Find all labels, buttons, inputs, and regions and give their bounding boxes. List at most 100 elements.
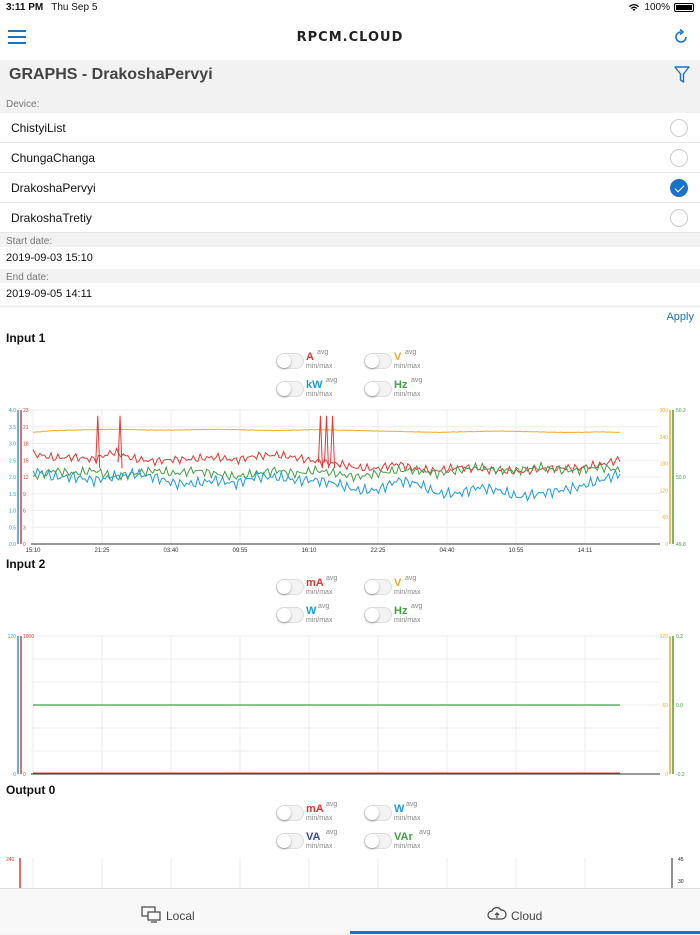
brand-logo: RPCM.CLOUD — [296, 30, 404, 45]
filter-icon[interactable] — [674, 66, 690, 84]
toggle-minmax: min/max — [306, 815, 333, 822]
tab-cloud[interactable]: Cloud — [350, 889, 700, 935]
monitor-icon — [141, 906, 161, 923]
toggle-switch[interactable] — [276, 381, 304, 397]
toggle-hz[interactable]: Hz avg min/max — [364, 603, 454, 629]
toggle-switch[interactable] — [364, 833, 392, 849]
a-tick-label: 12 — [23, 475, 29, 481]
kw-tick-label: 3.5 — [9, 425, 16, 431]
kw-tick-label: 3.0 — [9, 442, 16, 448]
x-tick-label: 14:11 — [578, 548, 593, 552]
device-radio[interactable] — [670, 119, 688, 137]
series-line-hz — [32, 460, 621, 483]
toggle-avg: avg — [317, 349, 329, 356]
a-tick-label: 23 — [23, 408, 29, 414]
toggle-unit: VA — [306, 831, 321, 843]
toggle-switch[interactable] — [364, 381, 392, 397]
toggle-switch[interactable] — [276, 353, 304, 369]
toggle-avg: avg — [405, 349, 417, 356]
device-row-chistyilist[interactable]: ChistyiList — [0, 113, 700, 143]
hz-tick-label: 0.2 — [676, 634, 683, 640]
kw-tick-label: 0.5 — [9, 525, 16, 531]
device-radio[interactable] — [670, 209, 688, 227]
status-time: 3:11 PM — [6, 1, 44, 13]
hz-tick-label: -0.2 — [676, 772, 685, 778]
toggle-unit: kW — [306, 379, 323, 391]
toggle-unit: V — [394, 577, 402, 589]
v-tick-label: 0 — [665, 772, 668, 778]
toggle-switch[interactable] — [364, 579, 392, 595]
device-row-drakoshatretiy[interactable]: DrakoshaTretiy — [0, 203, 700, 233]
toggle-avg: avg — [419, 829, 431, 836]
apply-button[interactable]: Apply — [666, 311, 694, 323]
output0-chart: 240 45 30 — [6, 857, 684, 888]
toggle-minmax: min/max — [394, 843, 421, 850]
a-tick-label: 3 — [23, 525, 26, 531]
toggle-avg: avg — [326, 829, 338, 836]
toggle-avg: avg — [326, 377, 338, 384]
toggle-ma[interactable]: mA avg min/max — [276, 575, 366, 601]
toggle-v[interactable]: V avg min/max — [364, 349, 454, 375]
a-tick-label: 15 — [23, 458, 29, 464]
device-radio[interactable] — [670, 149, 688, 167]
x-tick-label: 15:10 — [25, 548, 41, 552]
toggle-w[interactable]: W avg min/max — [276, 603, 366, 629]
x-tick-label: 10:55 — [508, 548, 524, 552]
spike-mark — [324, 415, 329, 469]
device-row-chungachanga[interactable]: ChungaChanga — [0, 143, 700, 173]
spike-mark — [117, 415, 123, 469]
v-tick-label: 120 — [660, 634, 669, 640]
hamburger-icon[interactable] — [8, 30, 26, 44]
active-tab-indicator — [350, 931, 700, 934]
hz-tick-label: 49.8 — [676, 542, 686, 548]
toggle-switch[interactable] — [276, 833, 304, 849]
toggle-w[interactable]: W avg min/max — [364, 801, 454, 827]
toggle-switch[interactable] — [276, 805, 304, 821]
device-name: DrakoshaTretiy — [11, 211, 92, 225]
tab-local[interactable]: Local — [0, 889, 350, 935]
series-line-a — [32, 447, 621, 476]
nav-bar: RPCM.CLOUD — [0, 14, 700, 60]
x-tick-label: 22:25 — [370, 548, 386, 552]
toggle-avg: avg — [406, 801, 418, 808]
device-label: Device: — [6, 99, 40, 110]
start-date-field[interactable]: 2019-09-03 15:10 — [0, 247, 700, 269]
toggle-var[interactable]: VAr avg min/max — [364, 829, 454, 855]
toggle-v[interactable]: V avg min/max — [364, 575, 454, 601]
toggle-va[interactable]: VA avg min/max — [276, 829, 366, 855]
device-radio-selected[interactable] — [670, 179, 688, 197]
toggle-minmax: min/max — [394, 589, 421, 596]
toggle-hz[interactable]: Hz avg min/max — [364, 377, 454, 403]
w-tick-label: 120 — [8, 634, 17, 640]
toggle-minmax: min/max — [306, 843, 333, 850]
toggle-switch[interactable] — [364, 607, 392, 623]
toggle-unit: Hz — [394, 379, 408, 391]
toggle-minmax: min/max — [306, 391, 333, 398]
status-bar: 3:11 PM Thu Sep 5 100% — [0, 0, 700, 14]
toggle-unit: Hz — [394, 605, 408, 617]
toggle-switch[interactable] — [364, 353, 392, 369]
right-tick-label: 45 — [678, 857, 684, 863]
toggle-a[interactable]: A avg min/max — [276, 349, 366, 375]
toggle-unit: A — [306, 351, 314, 363]
graphs-content: Apply Input 1 A avg min/max V avg min/ma… — [0, 308, 700, 888]
toggle-minmax: min/max — [306, 589, 333, 596]
device-name: ChistyiList — [11, 121, 66, 135]
toggle-switch[interactable] — [276, 607, 304, 623]
title-bar: GRAPHS - DrakoshaPervyi — [0, 60, 700, 96]
x-tick-label: 09:55 — [232, 548, 248, 552]
status-right: 100% — [628, 2, 694, 13]
toggle-switch[interactable] — [364, 805, 392, 821]
toggle-kw[interactable]: kW avg min/max — [276, 377, 366, 403]
toggle-ma[interactable]: mA avg min/max — [276, 801, 366, 827]
end-date-field[interactable]: 2019-09-05 14:11 — [0, 283, 700, 305]
a-tick-label: 0 — [23, 542, 26, 548]
refresh-icon[interactable] — [672, 28, 690, 46]
series-line-kw — [32, 467, 621, 503]
toggle-switch[interactable] — [276, 579, 304, 595]
device-name: ChungaChanga — [11, 151, 96, 165]
left-tick-label: 240 — [6, 857, 15, 863]
a-tick-label: 18 — [23, 442, 29, 448]
device-row-drakoshapervyi[interactable]: DrakoshaPervyi — [0, 173, 700, 203]
toggle-avg: avg — [405, 575, 417, 582]
